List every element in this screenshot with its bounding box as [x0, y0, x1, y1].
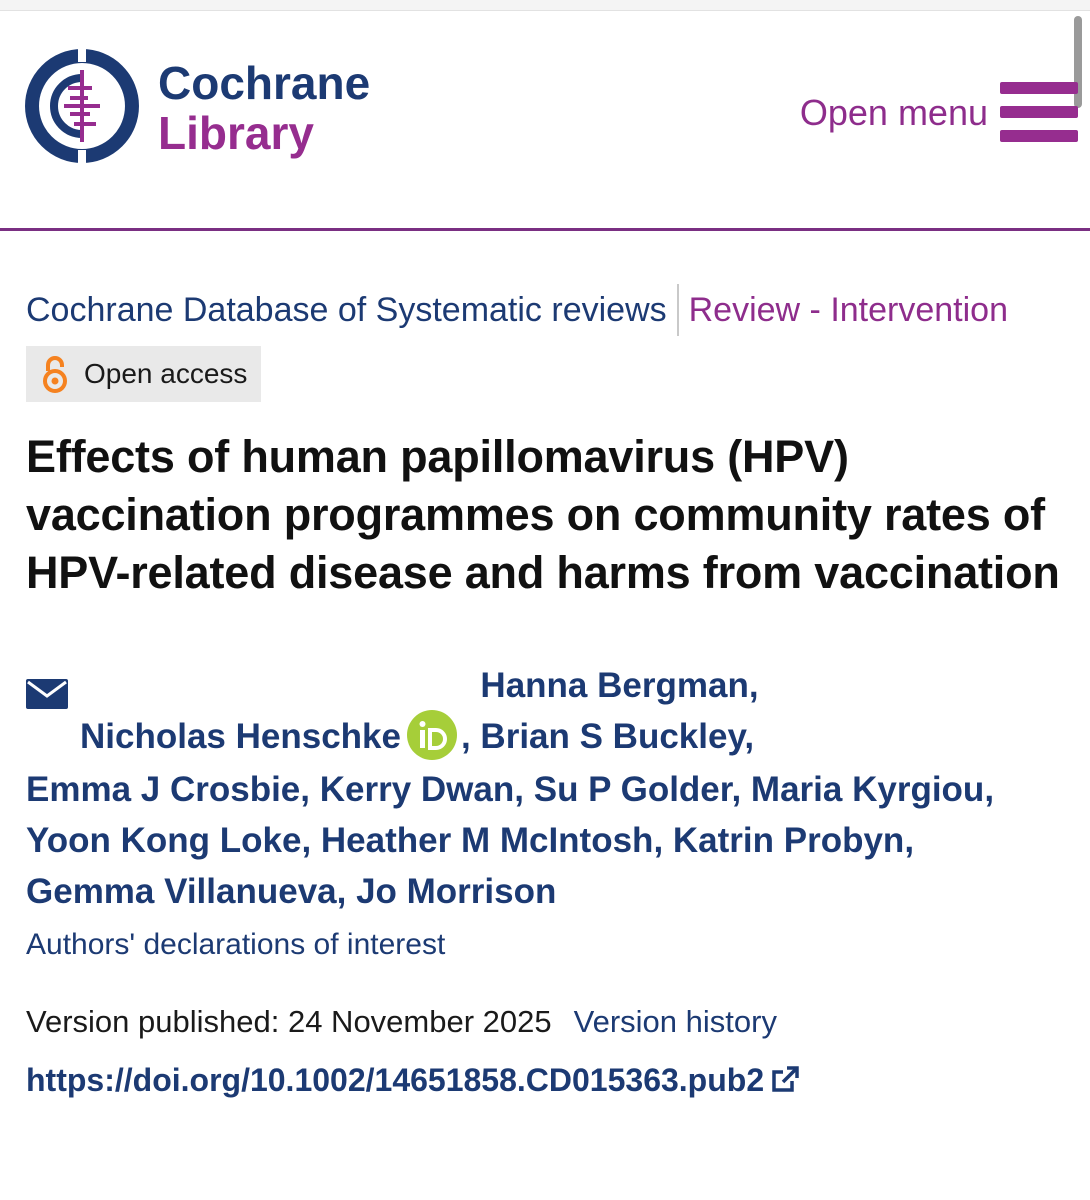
- cochrane-logo-icon[interactable]: [24, 48, 140, 164]
- author-link[interactable]: Jo Morrison: [356, 871, 557, 911]
- author-list: Nicholas Henschke , Hanna Bergman, Brian …: [26, 660, 1066, 970]
- breadcrumb-database-link[interactable]: Cochrane Database of Systematic reviews: [26, 290, 667, 329]
- author-separator: ,: [904, 820, 915, 860]
- author-separator: ,: [748, 666, 759, 705]
- breadcrumb-divider: [676, 284, 679, 336]
- author-separator: ,: [744, 717, 755, 756]
- author-link[interactable]: Brian S Buckley: [480, 717, 745, 756]
- open-access-label: Open access: [84, 358, 248, 389]
- author-line: Gemma Villanueva, Jo Morrison: [26, 866, 1066, 917]
- author-link[interactable]: Kerry Dwan: [319, 769, 515, 809]
- external-link-icon: [772, 1066, 799, 1092]
- version-published-label: Version published: 24 November 2025: [26, 1003, 552, 1039]
- cochrane-library-wordmark[interactable]: Cochrane Library: [158, 58, 370, 158]
- hamburger-menu-icon: [1000, 82, 1078, 144]
- open-access-lock-icon: [43, 356, 67, 393]
- logo-line-library: Library: [158, 107, 314, 159]
- author-link[interactable]: Emma J Crosbie: [26, 769, 301, 809]
- orcid-icon[interactable]: [406, 709, 457, 760]
- declarations-of-interest-link[interactable]: Authors' declarations of interest: [26, 927, 446, 961]
- author-separator: ,: [300, 769, 320, 809]
- doi-url: https://doi.org/10.1002/14651858.CD01536…: [26, 1061, 765, 1098]
- open-menu-label: Open menu: [799, 92, 988, 133]
- article-header: Cochrane Database of Systematic reviews …: [26, 282, 1066, 1099]
- author-link[interactable]: Heather M McIntosh: [320, 820, 654, 860]
- author-link[interactable]: Katrin Probyn: [672, 820, 905, 860]
- author-link[interactable]: Maria Kyrgiou: [750, 769, 985, 809]
- browser-top-edge: [0, 0, 1090, 11]
- breadcrumb: Cochrane Database of Systematic reviews …: [26, 282, 1066, 338]
- author-link[interactable]: Hanna Bergman: [480, 666, 749, 705]
- doi-link[interactable]: https://doi.org/10.1002/14651858.CD01536…: [26, 1062, 1066, 1099]
- article-title: Effects of human papillomavirus (HPV) va…: [26, 431, 1060, 598]
- author-separator: ,: [336, 871, 357, 911]
- open-access-badge: Open access: [26, 346, 262, 402]
- logo-line-cochrane: Cochrane: [158, 57, 371, 109]
- author-line: Emma J Crosbie, Kerry Dwan, Su P Golder,…: [26, 764, 1066, 815]
- author-separator: ,: [653, 820, 673, 860]
- author-link[interactable]: Gemma Villanueva: [26, 871, 337, 911]
- author-separator: ,: [984, 769, 995, 809]
- author-separator: ,: [460, 717, 481, 756]
- scrollbar[interactable]: [1074, 16, 1082, 108]
- version-info: Version published: 24 November 2025 Versi…: [26, 1004, 1066, 1040]
- author-separator: ,: [301, 820, 321, 860]
- site-header: Cochrane Library Open menu: [0, 10, 1090, 231]
- author-link[interactable]: Yoon Kong Loke: [26, 820, 302, 860]
- version-history-link[interactable]: Version history: [573, 1003, 777, 1039]
- author-link[interactable]: Su P Golder: [533, 769, 732, 809]
- author-line: Yoon Kong Loke, Heather M McIntosh, Katr…: [26, 815, 1066, 866]
- open-menu-button[interactable]: Open menu: [800, 82, 1078, 144]
- envelope-icon[interactable]: [26, 679, 68, 709]
- author-separator: ,: [731, 769, 751, 809]
- breadcrumb-review-type-link[interactable]: Review - Intervention: [688, 290, 1008, 329]
- author-separator: ,: [514, 769, 534, 809]
- author-link[interactable]: Nicholas Henschke: [80, 717, 401, 756]
